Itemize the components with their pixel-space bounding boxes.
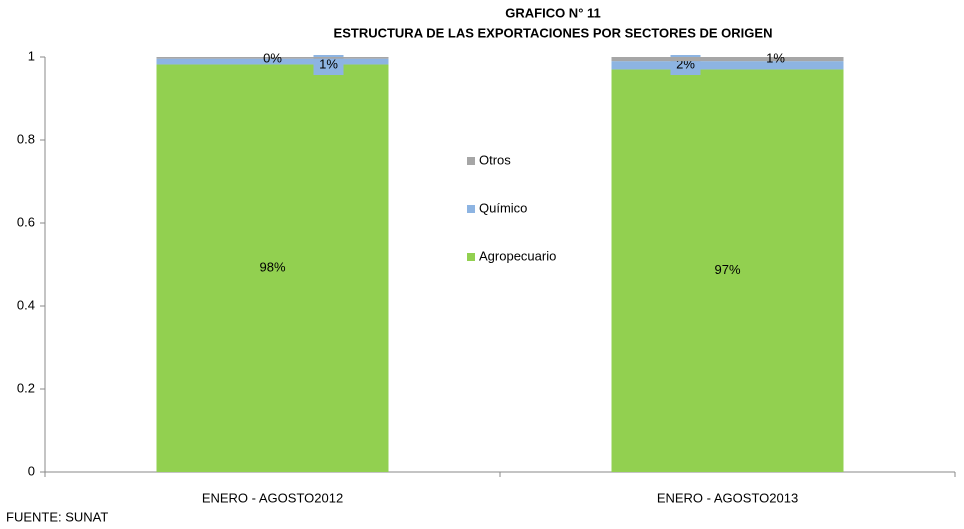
legend-swatch: [467, 205, 475, 213]
bar-segment: [611, 61, 844, 70]
data-label: 98%: [259, 260, 285, 275]
bar-segment: [156, 57, 389, 59]
data-label: 0%: [263, 50, 282, 65]
legend-swatch: [467, 253, 475, 261]
x-tick-label: ENERO - AGOSTO2012: [202, 490, 343, 505]
x-tick-label: ENERO - AGOSTO2013: [657, 490, 798, 505]
data-label: 1%: [319, 56, 338, 71]
legend-label: Otros: [479, 152, 511, 167]
data-label: 1%: [766, 50, 785, 65]
source-note: FUENTE: SUNAT: [6, 509, 108, 524]
bar-segment: [611, 69, 844, 472]
bar-segment: [156, 58, 389, 65]
y-tick-label: 0.8: [17, 131, 35, 146]
data-label: 97%: [714, 262, 740, 277]
legend-label: Químico: [479, 200, 527, 215]
chart-title: GRAFICO N° 11: [505, 5, 601, 20]
y-tick-label: 0.4: [17, 297, 35, 312]
legend-swatch: [467, 157, 475, 165]
y-tick-label: 0.6: [17, 214, 35, 229]
chart-subtitle: ESTRUCTURA DE LAS EXPORTACIONES POR SECT…: [334, 25, 773, 40]
bar-segment: [156, 64, 389, 472]
y-tick-label: 1: [28, 48, 35, 63]
data-label-box: [313, 55, 344, 75]
y-tick-label: 0: [28, 463, 35, 478]
y-tick-label: 0.2: [17, 380, 35, 395]
bar-segment: [611, 57, 844, 62]
legend-label: Agropecuario: [479, 248, 556, 263]
